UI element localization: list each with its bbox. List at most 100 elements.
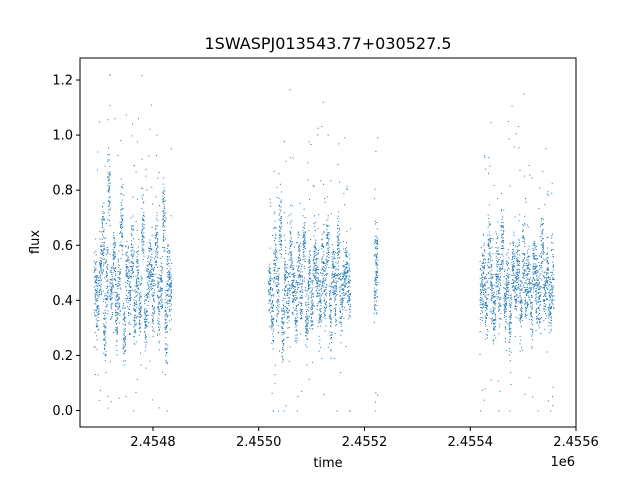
data-point (146, 318, 148, 320)
data-point (519, 254, 521, 256)
data-point (96, 277, 98, 279)
data-point (500, 193, 502, 195)
data-point (121, 224, 123, 226)
data-point (107, 179, 109, 181)
data-point (152, 312, 154, 314)
data-point (349, 316, 351, 318)
data-point (321, 275, 323, 277)
data-point (376, 272, 378, 274)
data-point (100, 252, 102, 254)
data-point (167, 251, 169, 253)
data-point (529, 174, 531, 176)
data-point (123, 342, 125, 344)
data-point (512, 270, 514, 272)
data-point (349, 280, 351, 282)
data-point (524, 256, 526, 258)
data-point (96, 292, 98, 294)
data-point (120, 226, 122, 228)
data-point (157, 294, 158, 296)
data-point (521, 231, 523, 233)
data-point (118, 282, 120, 284)
data-point (514, 287, 516, 289)
data-point (307, 310, 309, 312)
data-point (281, 318, 283, 320)
data-point (302, 291, 304, 293)
data-point (498, 278, 500, 280)
data-point (318, 279, 320, 281)
data-point (514, 301, 516, 303)
data-point (326, 259, 328, 261)
data-point (278, 237, 280, 238)
data-point (332, 286, 334, 288)
data-point (273, 260, 275, 262)
data-point (136, 256, 138, 258)
data-point (347, 286, 349, 288)
data-point (276, 256, 278, 258)
data-point (341, 305, 343, 307)
data-point (346, 291, 348, 292)
data-point (283, 288, 285, 290)
data-point (134, 289, 136, 291)
data-point (167, 260, 169, 262)
data-point (285, 277, 287, 279)
data-point (287, 315, 289, 317)
data-point (302, 243, 304, 245)
data-point (304, 289, 306, 291)
data-point (375, 309, 377, 311)
data-point (527, 304, 529, 306)
data-point (280, 243, 282, 245)
data-point (289, 272, 291, 274)
data-point (157, 277, 159, 279)
data-point (316, 261, 318, 263)
data-point (481, 285, 483, 287)
data-point (527, 314, 529, 316)
data-point (483, 271, 485, 273)
data-point (334, 266, 336, 268)
data-point (146, 282, 148, 284)
data-point (144, 324, 146, 326)
data-point (284, 292, 286, 294)
data-point (272, 336, 274, 338)
data-point (129, 303, 131, 305)
data-point (504, 311, 506, 313)
data-point (102, 216, 104, 218)
data-point (274, 364, 276, 366)
data-point (343, 271, 345, 273)
data-point (508, 262, 510, 264)
data-point (304, 240, 306, 242)
data-point (310, 281, 312, 283)
data-point (486, 314, 488, 316)
data-point (376, 253, 378, 255)
data-point (121, 209, 123, 211)
data-point (492, 323, 494, 325)
data-point (140, 296, 142, 298)
data-point (301, 287, 303, 289)
data-point (284, 269, 286, 271)
data-point (323, 232, 325, 234)
data-point (346, 263, 348, 265)
data-point (275, 227, 277, 229)
data-point (305, 335, 307, 337)
data-point (272, 305, 274, 307)
data-point (297, 256, 299, 258)
data-point (314, 253, 316, 255)
data-point (336, 320, 338, 322)
data-point (514, 286, 516, 288)
data-point (489, 260, 491, 262)
data-point (97, 279, 99, 281)
data-point (333, 276, 335, 278)
data-point (160, 275, 162, 277)
data-point (323, 274, 325, 276)
data-point (339, 286, 341, 288)
data-point (125, 273, 127, 275)
data-point (342, 299, 344, 301)
data-point (518, 126, 520, 128)
data-point (488, 246, 490, 248)
data-point (326, 272, 328, 274)
data-point (344, 281, 346, 283)
data-point (100, 260, 102, 262)
data-point (142, 252, 144, 254)
data-point (104, 295, 106, 297)
data-point (128, 270, 130, 272)
data-point (339, 290, 341, 292)
